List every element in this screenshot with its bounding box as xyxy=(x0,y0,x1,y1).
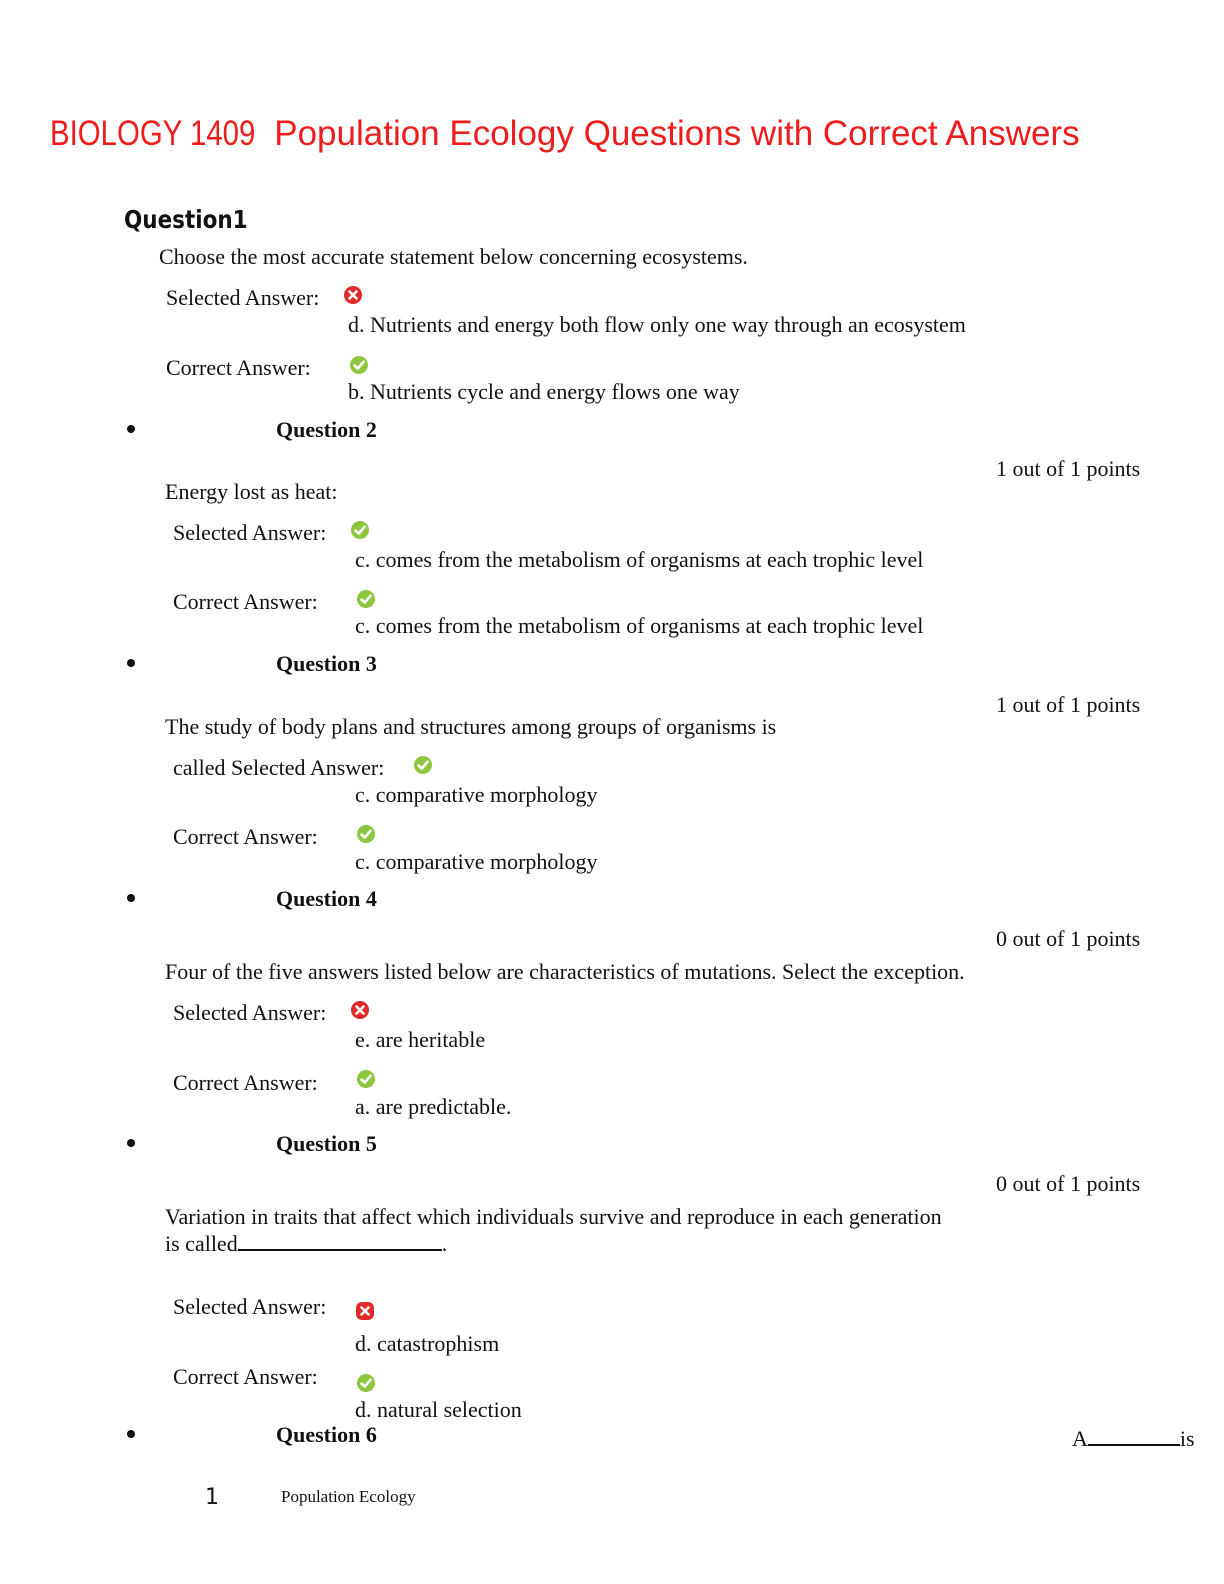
bullet xyxy=(127,894,135,902)
question-4-selected-label: Selected Answer: xyxy=(173,1000,327,1025)
question-3-correct-answer: c. comparative morphology xyxy=(355,849,598,874)
correct-icon xyxy=(351,521,369,539)
question-3-points: 1 out of 1 points xyxy=(996,692,1141,717)
question-1-correct-answer: b. Nutrients cycle and energy flows one … xyxy=(348,379,740,404)
question-5-points: 0 out of 1 points xyxy=(996,1171,1141,1196)
correct-icon xyxy=(357,825,375,843)
question-5-correct-label: Correct Answer: xyxy=(173,1364,318,1389)
question-4-prompt: Four of the five answers listed below ar… xyxy=(165,959,965,984)
question-1-prompt: Choose the most accurate statement below… xyxy=(159,244,748,269)
question-2-correct-answer: c. comes from the metabolism of organism… xyxy=(355,613,924,638)
question-4-points: 0 out of 1 points xyxy=(996,926,1141,951)
question-5-heading: Question 5 xyxy=(276,1131,377,1156)
correct-icon xyxy=(350,356,368,374)
question-5-prompt-line1: Variation in traits that affect which in… xyxy=(165,1204,942,1229)
question-3-correct-label: Correct Answer: xyxy=(173,824,318,849)
question-4-correct-answer: a. are predictable. xyxy=(355,1094,512,1119)
question-1-correct-label: Correct Answer: xyxy=(166,355,311,380)
correct-icon xyxy=(414,756,432,774)
question-2-correct-label: Correct Answer: xyxy=(173,589,318,614)
question-2-heading: Question 2 xyxy=(276,417,377,442)
incorrect-icon xyxy=(356,1302,374,1320)
correct-icon xyxy=(357,1070,375,1088)
question-2-prompt: Energy lost as heat: xyxy=(165,479,338,504)
question-3-selected-answer: c. comparative morphology xyxy=(355,782,598,807)
fill-in-blank xyxy=(1087,1426,1180,1446)
title-prefix: BIOLOGY 1409 xyxy=(50,114,256,153)
question-5-selected-label: Selected Answer: xyxy=(173,1294,327,1319)
incorrect-icon xyxy=(351,1001,369,1019)
question-5-correct-answer: d. natural selection xyxy=(355,1397,522,1422)
running-title: Population Ecology xyxy=(281,1487,416,1506)
question-2-points: 1 out of 1 points xyxy=(996,456,1141,481)
fragment-start: A xyxy=(1072,1426,1088,1451)
question-3-heading: Question 3 xyxy=(276,651,377,676)
question-2-selected-label: Selected Answer: xyxy=(173,520,327,545)
question-3-selected-label: called Selected Answer: xyxy=(173,755,385,780)
correct-icon xyxy=(357,1374,375,1392)
question-4-correct-label: Correct Answer: xyxy=(173,1070,318,1095)
question-6-heading: Question 6 xyxy=(276,1422,377,1447)
question-1-heading: Question1 xyxy=(124,205,248,234)
question-4-heading: Question 4 xyxy=(276,886,377,911)
incorrect-icon xyxy=(344,286,362,304)
question-2-selected-answer: c. comes from the metabolism of organism… xyxy=(355,547,924,572)
page-number: 1 xyxy=(205,1485,219,1510)
bullet xyxy=(127,659,135,667)
document-title: BIOLOGY 1409 Population Ecology Question… xyxy=(50,114,1080,154)
bullet xyxy=(127,425,135,433)
bullet xyxy=(127,1139,135,1147)
bullet xyxy=(127,1430,135,1438)
fill-in-blank xyxy=(237,1231,442,1251)
prompt-period: . xyxy=(441,1231,448,1256)
prompt-text: is called xyxy=(165,1231,238,1256)
question-3-prompt: The study of body plans and structures a… xyxy=(165,714,777,739)
question-4-selected-answer: e. are heritable xyxy=(355,1027,486,1052)
fragment-end: is xyxy=(1179,1426,1195,1451)
correct-icon xyxy=(357,590,375,608)
question-1-selected-answer: d. Nutrients and energy both flow only o… xyxy=(348,312,966,337)
question-5-prompt-line2: is called. xyxy=(165,1231,447,1257)
title-rest: Population Ecology Questions with Correc… xyxy=(264,114,1080,153)
question-1-selected-label: Selected Answer: xyxy=(166,285,320,310)
question-5-selected-answer: d. catastrophism xyxy=(355,1331,500,1356)
